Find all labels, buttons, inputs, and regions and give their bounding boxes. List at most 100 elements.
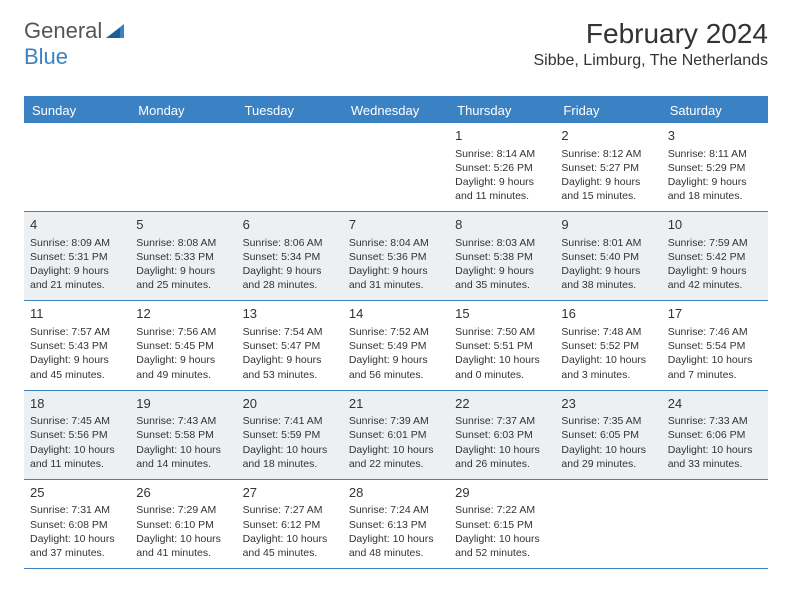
day-cell: 9Sunrise: 8:01 AMSunset: 5:40 PMDaylight… [555,212,661,300]
day-cell: 25Sunrise: 7:31 AMSunset: 6:08 PMDayligh… [24,480,130,568]
day-cell [343,123,449,211]
week-row: 1Sunrise: 8:14 AMSunset: 5:26 PMDaylight… [24,123,768,212]
day-header-cell: Sunday [24,98,130,123]
location: Sibbe, Limburg, The Netherlands [533,52,768,70]
calendar: SundayMondayTuesdayWednesdayThursdayFrid… [24,96,768,569]
day-info: Sunrise: 7:41 AMSunset: 5:59 PMDaylight:… [243,414,337,471]
day-number: 13 [243,305,337,323]
day-cell: 19Sunrise: 7:43 AMSunset: 5:58 PMDayligh… [130,391,236,479]
day-number: 4 [30,216,124,234]
title-block: February 2024 Sibbe, Limburg, The Nether… [533,18,768,70]
day-cell: 11 Sunrise: 7:57 AMSunset: 5:43 PMDayligh… [24,301,130,389]
day-cell: 7 Sunrise: 8:04 AMSunset: 5:36 PMDaylight… [343,212,449,300]
day-info: Sunrise: 7:24 AMSunset: 6:13 PMDaylight:… [349,503,443,560]
day-cell: 10 Sunrise: 7:59 AMSunset: 5:42 PMDayligh… [662,212,768,300]
day-header-cell: Friday [555,98,661,123]
day-info: Sunrise: 7:45 AMSunset: 5:56 PMDaylight:… [30,414,124,471]
day-number: 9 [561,216,655,234]
day-info: Sunrise: 8:14 AMSunset: 5:26 PMDaylight:… [455,147,549,204]
day-cell [555,480,661,568]
day-cell: 4 Sunrise: 8:09 AMSunset: 5:31 PMDaylight… [24,212,130,300]
day-info: Sunrise: 7:50 AMSunset: 5:51 PMDaylight:… [455,325,549,382]
day-cell: 2Sunrise: 8:12 AMSunset: 5:27 PMDaylight… [555,123,661,211]
day-info: Sunrise: 7:29 AMSunset: 6:10 PMDaylight:… [136,503,230,560]
day-number: 8 [455,216,549,234]
day-cell: 24Sunrise: 7:33 AMSunset: 6:06 PMDayligh… [662,391,768,479]
day-info: Sunrise: 7:54 AMSunset: 5:47 PMDaylight:… [243,325,337,382]
week-row: 4 Sunrise: 8:09 AMSunset: 5:31 PMDaylight… [24,212,768,301]
day-number: 7 [349,216,443,234]
day-header-cell: Wednesday [343,98,449,123]
logo-sail-icon [104,22,126,40]
day-cell: 23Sunrise: 7:35 AMSunset: 6:05 PMDayligh… [555,391,661,479]
day-info: Sunrise: 7:35 AMSunset: 6:05 PMDaylight:… [561,414,655,471]
day-info: Sunrise: 8:11 AMSunset: 5:29 PMDaylight:… [668,147,762,204]
day-number: 22 [455,395,549,413]
day-number: 20 [243,395,337,413]
week-row: 18Sunrise: 7:45 AMSunset: 5:56 PMDayligh… [24,391,768,480]
week-row: 25Sunrise: 7:31 AMSunset: 6:08 PMDayligh… [24,480,768,569]
day-cell: 3 Sunrise: 8:11 AMSunset: 5:29 PMDaylight… [662,123,768,211]
day-info: Sunrise: 7:39 AMSunset: 6:01 PMDaylight:… [349,414,443,471]
day-number: 24 [668,395,762,413]
day-cell: 1Sunrise: 8:14 AMSunset: 5:26 PMDaylight… [449,123,555,211]
day-info: Sunrise: 8:03 AMSunset: 5:38 PMDaylight:… [455,236,549,293]
day-cell: 16 Sunrise: 7:48 AMSunset: 5:52 PMDayligh… [555,301,661,389]
day-number: 10 [668,216,762,234]
day-header-cell: Saturday [662,98,768,123]
day-header-cell: Thursday [449,98,555,123]
day-info: Sunrise: 7:57 AMSunset: 5:43 PMDaylight:… [30,325,124,382]
day-number: 12 [136,305,230,323]
day-info: Sunrise: 8:08 AMSunset: 5:33 PMDaylight:… [136,236,230,293]
day-info: Sunrise: 8:09 AMSunset: 5:31 PMDaylight:… [30,236,124,293]
day-number: 3 [668,127,762,145]
day-info: Sunrise: 7:48 AMSunset: 5:52 PMDaylight:… [561,325,655,382]
day-cell: 8 Sunrise: 8:03 AMSunset: 5:38 PMDaylight… [449,212,555,300]
day-number: 17 [668,305,762,323]
day-cell [130,123,236,211]
day-info: Sunrise: 7:43 AMSunset: 5:58 PMDaylight:… [136,414,230,471]
logo-word2: Blue [24,44,68,70]
day-number: 23 [561,395,655,413]
day-header-cell: Tuesday [237,98,343,123]
day-number: 26 [136,484,230,502]
day-number: 19 [136,395,230,413]
day-cell: 29Sunrise: 7:22 AMSunset: 6:15 PMDayligh… [449,480,555,568]
day-cell [237,123,343,211]
weeks-container: 1Sunrise: 8:14 AMSunset: 5:26 PMDaylight… [24,123,768,569]
day-cell: 6Sunrise: 8:06 AMSunset: 5:34 PMDaylight… [237,212,343,300]
logo: General [24,18,126,44]
day-cell: 17 Sunrise: 7:46 AMSunset: 5:54 PMDayligh… [662,301,768,389]
day-cell: 21Sunrise: 7:39 AMSunset: 6:01 PMDayligh… [343,391,449,479]
day-cell [662,480,768,568]
week-row: 11 Sunrise: 7:57 AMSunset: 5:43 PMDayligh… [24,301,768,390]
day-number: 14 [349,305,443,323]
day-header-cell: Monday [130,98,236,123]
day-info: Sunrise: 8:04 AMSunset: 5:36 PMDaylight:… [349,236,443,293]
day-number: 27 [243,484,337,502]
day-number: 29 [455,484,549,502]
day-number: 28 [349,484,443,502]
day-number: 18 [30,395,124,413]
day-info: Sunrise: 7:59 AMSunset: 5:42 PMDaylight:… [668,236,762,293]
day-info: Sunrise: 7:56 AMSunset: 5:45 PMDaylight:… [136,325,230,382]
day-cell: 13 Sunrise: 7:54 AMSunset: 5:47 PMDayligh… [237,301,343,389]
month-title: February 2024 [533,18,768,50]
day-cell: 28Sunrise: 7:24 AMSunset: 6:13 PMDayligh… [343,480,449,568]
day-cell: 27Sunrise: 7:27 AMSunset: 6:12 PMDayligh… [237,480,343,568]
day-number: 11 [30,305,124,323]
day-cell: 20Sunrise: 7:41 AMSunset: 5:59 PMDayligh… [237,391,343,479]
day-number: 6 [243,216,337,234]
logo-word1: General [24,18,102,44]
day-cell: 22Sunrise: 7:37 AMSunset: 6:03 PMDayligh… [449,391,555,479]
day-info: Sunrise: 7:46 AMSunset: 5:54 PMDaylight:… [668,325,762,382]
day-info: Sunrise: 7:33 AMSunset: 6:06 PMDaylight:… [668,414,762,471]
day-cell [24,123,130,211]
day-number: 16 [561,305,655,323]
day-cell: 26Sunrise: 7:29 AMSunset: 6:10 PMDayligh… [130,480,236,568]
day-info: Sunrise: 7:52 AMSunset: 5:49 PMDaylight:… [349,325,443,382]
day-number: 25 [30,484,124,502]
day-number: 5 [136,216,230,234]
day-cell: 12 Sunrise: 7:56 AMSunset: 5:45 PMDayligh… [130,301,236,389]
day-cell: 5 Sunrise: 8:08 AMSunset: 5:33 PMDaylight… [130,212,236,300]
